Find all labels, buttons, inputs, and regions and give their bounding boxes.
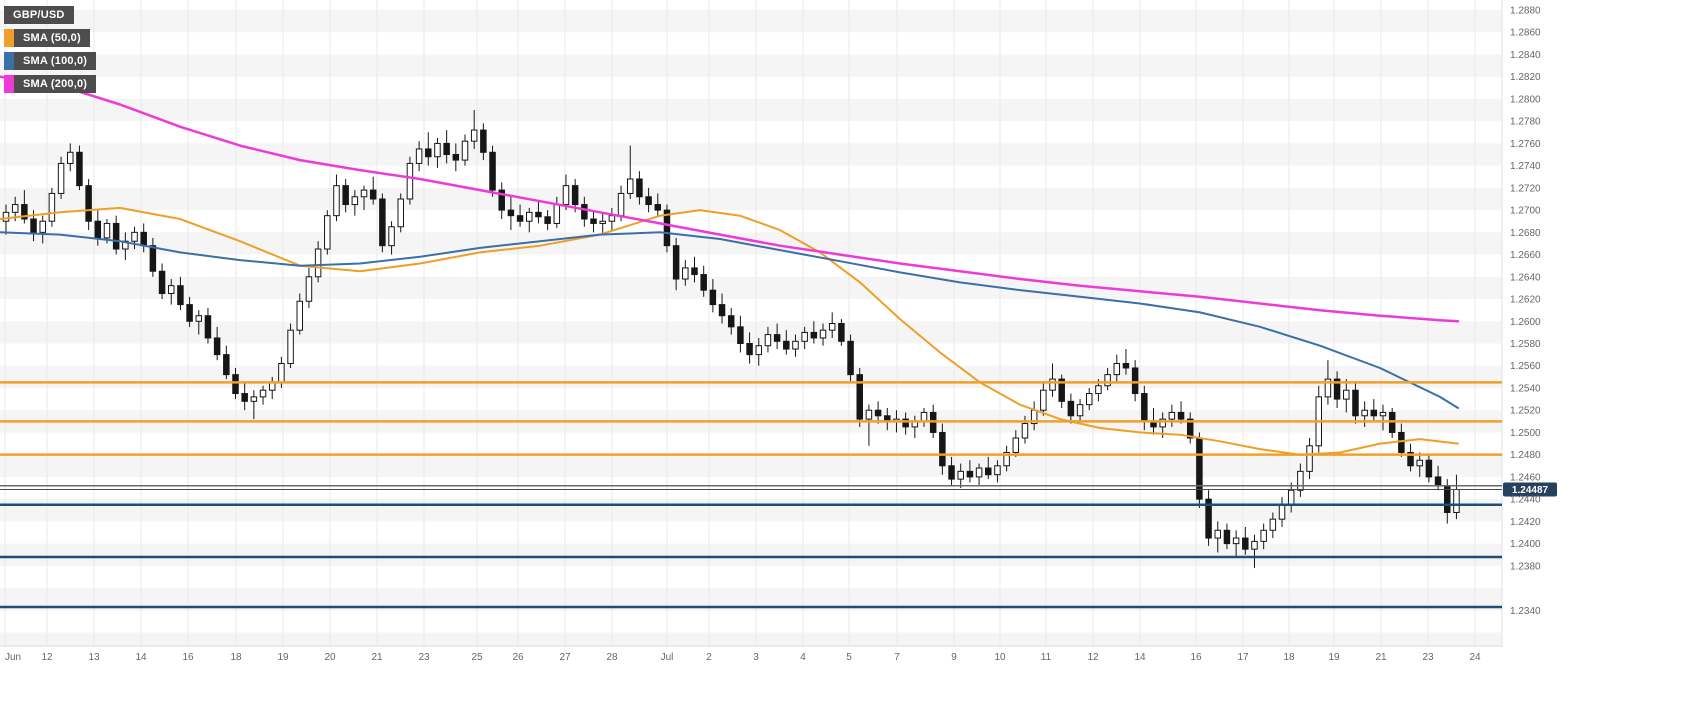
svg-text:3: 3: [753, 652, 759, 663]
svg-text:21: 21: [1375, 652, 1387, 663]
svg-text:1.2860: 1.2860: [1510, 28, 1541, 39]
svg-text:23: 23: [418, 652, 430, 663]
svg-text:1.2500: 1.2500: [1510, 428, 1541, 439]
sma200-label: SMA (200,0): [14, 75, 97, 93]
legend-item-sma100[interactable]: SMA (100,0): [4, 52, 97, 70]
sma50-label: SMA (50,0): [14, 29, 90, 47]
svg-text:1.2640: 1.2640: [1510, 272, 1541, 283]
svg-text:1.2620: 1.2620: [1510, 295, 1541, 306]
svg-text:2: 2: [706, 652, 712, 663]
svg-text:1.2700: 1.2700: [1510, 206, 1541, 217]
svg-text:1.2580: 1.2580: [1510, 339, 1541, 350]
svg-text:1.2780: 1.2780: [1510, 117, 1541, 128]
svg-text:1.2420: 1.2420: [1510, 517, 1541, 528]
sma200-color-chip: [4, 75, 14, 93]
candles-layer: [2, 110, 1460, 569]
svg-text:1.2460: 1.2460: [1510, 472, 1541, 483]
svg-text:23: 23: [1422, 652, 1434, 663]
svg-text:12: 12: [1087, 652, 1099, 663]
svg-text:1.2520: 1.2520: [1510, 406, 1541, 417]
svg-text:1.2600: 1.2600: [1510, 317, 1541, 328]
legend-item-sma200[interactable]: SMA (200,0): [4, 75, 97, 93]
svg-text:12: 12: [41, 652, 53, 663]
svg-text:1.2440: 1.2440: [1510, 495, 1541, 506]
svg-text:1.2720: 1.2720: [1510, 183, 1541, 194]
svg-text:26: 26: [512, 652, 524, 663]
svg-text:21: 21: [371, 652, 383, 663]
svg-text:1.2660: 1.2660: [1510, 250, 1541, 261]
svg-text:18: 18: [230, 652, 242, 663]
svg-text:14: 14: [135, 652, 147, 663]
svg-text:17: 17: [1237, 652, 1249, 663]
svg-text:1.2800: 1.2800: [1510, 94, 1541, 105]
svg-text:4: 4: [800, 652, 806, 663]
svg-text:1.2480: 1.2480: [1510, 450, 1541, 461]
svg-text:1.2380: 1.2380: [1510, 561, 1541, 572]
sma100-line: [0, 231, 1459, 409]
symbol-label: GBP/USD: [4, 6, 74, 24]
svg-text:19: 19: [277, 652, 289, 663]
svg-text:1.2400: 1.2400: [1510, 539, 1541, 550]
svg-text:16: 16: [1190, 652, 1202, 663]
svg-text:5: 5: [846, 652, 852, 663]
svg-text:19: 19: [1328, 652, 1340, 663]
svg-text:1.2840: 1.2840: [1510, 50, 1541, 61]
svg-text:1.24487: 1.24487: [1512, 485, 1549, 496]
svg-text:14: 14: [1134, 652, 1146, 663]
svg-text:24: 24: [1469, 652, 1481, 663]
svg-text:10: 10: [994, 652, 1006, 663]
sma200-line: [0, 75, 1460, 323]
svg-text:1.2340: 1.2340: [1510, 606, 1541, 617]
sma50-color-chip: [4, 29, 14, 47]
svg-text:Jul: Jul: [661, 652, 674, 663]
svg-text:7: 7: [894, 652, 900, 663]
svg-text:16: 16: [182, 652, 194, 663]
svg-text:20: 20: [324, 652, 336, 663]
svg-text:28: 28: [606, 652, 618, 663]
current-price-badge: 1.24487: [1503, 482, 1557, 497]
svg-text:1.2540: 1.2540: [1510, 383, 1541, 394]
svg-text:1.2880: 1.2880: [1510, 6, 1541, 17]
svg-text:1.2740: 1.2740: [1510, 161, 1541, 172]
svg-text:11: 11: [1041, 652, 1052, 663]
svg-text:1.2560: 1.2560: [1510, 361, 1541, 372]
svg-text:13: 13: [88, 652, 100, 663]
svg-text:1.2760: 1.2760: [1510, 139, 1541, 150]
price-axis-labels: 1.2880 1.2860 1.2840 1.2820 1.2800 1.2780 1.27…: [1510, 6, 1541, 617]
horizontal-price-lines[interactable]: [0, 381, 1502, 609]
svg-text:Jun: Jun: [5, 652, 21, 663]
svg-text:9: 9: [951, 652, 957, 663]
background-stripes: [0, 10, 1502, 647]
svg-text:25: 25: [471, 652, 483, 663]
svg-text:1.2820: 1.2820: [1510, 72, 1541, 83]
svg-text:27: 27: [559, 652, 571, 663]
sma100-color-chip: [4, 52, 14, 70]
svg-text:18: 18: [1283, 652, 1295, 663]
chart-legend: GBP/USD SMA (50,0) SMA (100,0) SMA (200,…: [4, 6, 97, 98]
x-axis-labels: Jun 12 13 14 16 18 19 20 21 23 25 26 27 28 Jul 2 3 4 5 7 9 10…: [5, 652, 1481, 663]
legend-item-sma50[interactable]: SMA (50,0): [4, 29, 90, 47]
svg-text:1.2680: 1.2680: [1510, 228, 1541, 239]
sma100-label: SMA (100,0): [14, 52, 97, 70]
vertical-gridlines: [0, 0, 1503, 647]
sma50-line: [0, 206, 1459, 456]
symbol-badge[interactable]: GBP/USD: [4, 6, 74, 24]
